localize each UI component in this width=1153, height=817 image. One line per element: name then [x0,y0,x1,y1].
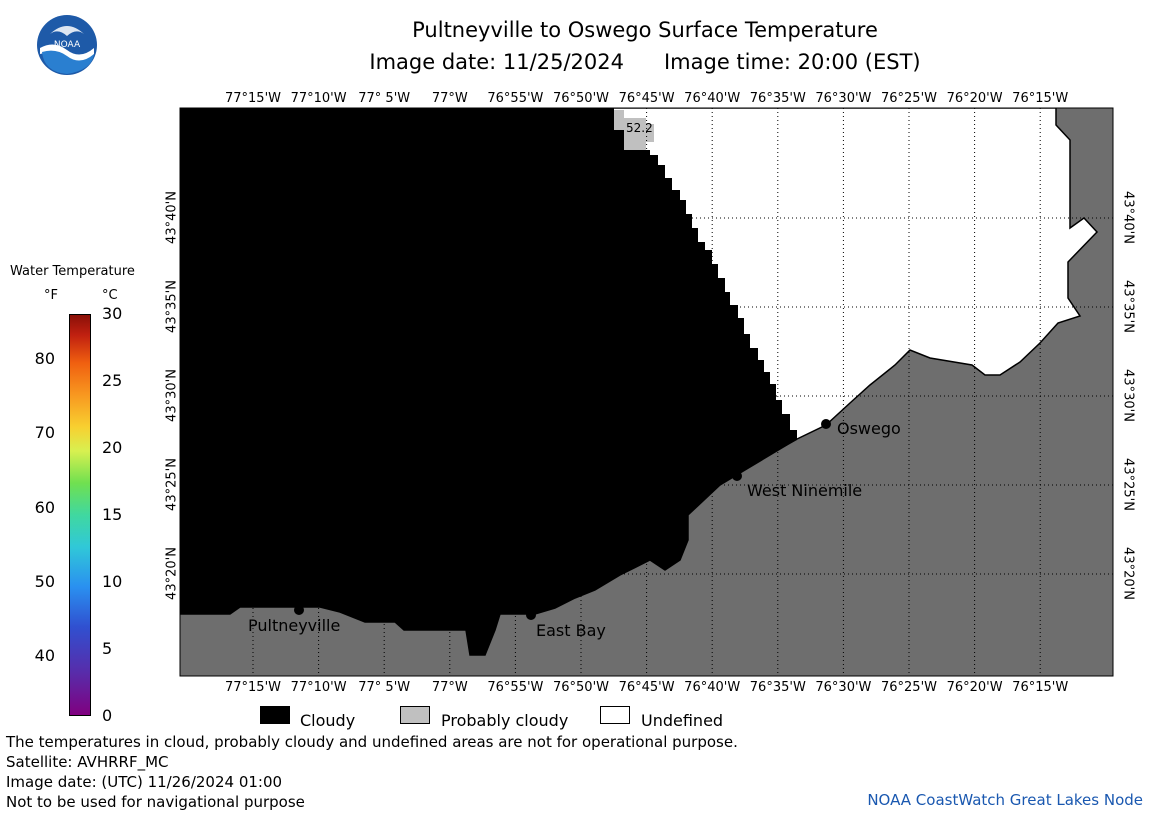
celsius-tick: 20 [102,438,123,457]
longitude-label: 76°35'W [749,91,806,106]
city-marker [526,610,536,620]
navigation-disclaimer: Not to be used for navigational purpose [6,793,305,811]
city-east-bay: East Bay [526,610,606,640]
latitude-label: 43°25'N [164,458,180,511]
legend-probably-cloudy-label: Probably cloudy [441,711,569,730]
city-west-ninemile: West Ninemile [732,471,862,500]
longitude-label: 76°55'W [487,91,544,106]
longitude-label: 76°50'W [552,91,610,106]
cloudy-area [180,108,797,655]
longitude-label: 77°10'W [290,680,347,695]
svg-text:NOAA: NOAA [54,40,81,50]
probably-cloudy-cell [624,118,646,150]
legend-undefined-label: Undefined [641,711,724,730]
celsius-tick: 0 [102,706,113,725]
longitude-label: 76°15'W [1012,680,1069,695]
latitude-label: 43°40'N [164,191,180,244]
city-marker [732,471,742,481]
credit-link[interactable]: NOAA CoastWatch Great Lakes Node [867,791,1143,809]
longitude-label: 76°45'W [618,680,675,695]
page-title: Pultneyville to Oswego Surface Temperatu… [412,18,878,42]
image-date-time: Image date: 11/25/2024 Image time: 20:00 … [180,50,1110,74]
fahrenheit-tick: 50 [34,572,55,591]
longitude-label: 77°15'W [224,91,282,106]
satellite-text: Satellite: AVHRRF_MC [6,753,169,771]
fahrenheit-tick: 60 [34,497,55,517]
map-frame [179,107,1114,677]
celsius-tick: 25 [102,371,123,390]
longitude-label: 76°40'W [684,91,741,106]
longitude-label: 76°25'W [880,91,938,106]
longitude-label: 76°20'W [946,91,1003,106]
disclaimer-text: The temperatures in cloud, probably clou… [6,733,738,751]
longitude-label: 76°20'W [946,680,1003,695]
longitude-label: 76°15'W [1012,91,1069,106]
latitude-label: 43°35'N [164,280,180,333]
longitude-label: 76°30'W [815,91,872,106]
colorbar-title: Water Temperature [10,264,135,279]
city-marker [294,605,304,615]
fahrenheit-tick: 80 [34,348,55,368]
longitude-label: 77° 5'W [358,680,411,695]
city-label: East Bay [536,621,606,640]
longitude-label: 77°W [431,680,468,695]
longitude-label: 76°55'W [487,680,544,695]
utc-date-text: Image date: (UTC) 11/26/2024 01:00 [6,773,283,791]
legend-cloudy-swatch [260,706,290,724]
latitude-label: 43°40'N [1120,191,1136,244]
colorbar-unit-c: °C [102,288,118,303]
colorbar-unit-f: °F [44,288,58,303]
image-time: Image time: 20:00 (EST) [663,50,921,74]
probably-cloudy-cell [614,110,624,130]
legend-cloudy-label: Cloudy [300,711,356,730]
longitude-label: 76°50'W [552,680,610,695]
probably-cloudy-cell [646,124,654,142]
fahrenheit-tick: 70 [34,423,55,443]
city-oswego: Oswego [821,419,901,438]
celsius-tick: 5 [102,639,113,658]
longitude-label: 77° 5'W [358,91,411,106]
city-label: Oswego [837,419,901,438]
graticule [180,108,1113,676]
city-label: West Ninemile [747,481,862,500]
celsius-tick: 30 [102,304,123,323]
temperature-colorbar [69,314,91,716]
celsius-tick: 10 [102,572,123,591]
latitude-label: 43°30'N [164,369,180,422]
legend-undefined-swatch [600,706,630,724]
latitude-label: 43°20'N [164,547,180,600]
longitude-label: 77°W [431,91,468,106]
longitude-label: 76°25'W [880,680,938,695]
latitude-label: 43°35'N [1120,280,1136,333]
city-marker [821,419,831,429]
longitude-label: 77°15'W [224,680,282,695]
longitude-label: 76°35'W [749,680,806,695]
longitude-label: 77°10'W [290,91,347,106]
longitude-label: 76°30'W [815,680,872,695]
latitude-label: 43°20'N [1120,547,1136,600]
celsius-tick: 15 [102,505,123,524]
latitude-label: 43°30'N [1120,369,1136,422]
longitude-label: 76°40'W [684,680,741,695]
city-label: Pultneyville [248,616,340,635]
latitude-label: 43°25'N [1120,458,1136,511]
image-date: Image date: 11/25/2024 [369,50,624,74]
city-pultneyville: Pultneyville [248,605,340,635]
legend-probably-cloudy-swatch [400,706,430,724]
fahrenheit-tick: 40 [34,646,55,666]
longitude-label: 76°45'W [618,91,675,106]
sample-temperature-value: 52.2 [626,121,653,135]
noaa-logo-icon: NOAA [37,15,97,75]
